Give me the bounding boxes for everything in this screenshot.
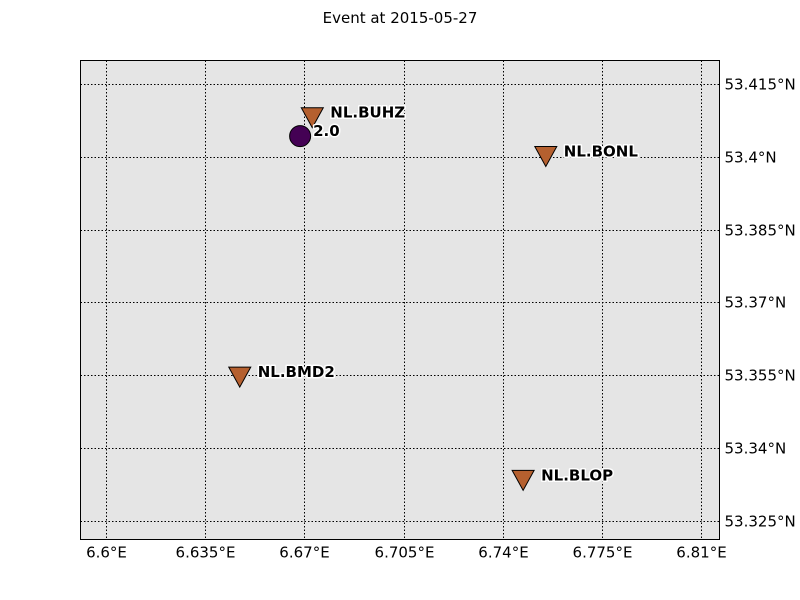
latitude-tick-label: 53.415°N [725,76,796,94]
station-marker-icon [227,366,252,389]
latitude-tick-label: 53.325°N [725,513,796,531]
map-background [80,60,720,540]
longitude-ticks: 6.6°E 6.635°E 6.67°E 6.705°E 6.74°E 6.775°E 6.… [86,544,727,562]
latitude-tick-label: 53.4°N [725,149,777,167]
latitude-tick-label: 53.37°N [725,294,787,312]
map-title: Event at 2015-05-27 [322,9,478,27]
longitude-tick-label: 6.775°E [573,544,633,562]
longitude-tick-label: 6.635°E [176,544,236,562]
events: 2.0 [289,121,341,148]
graticule [80,60,720,540]
station-label: NL.BMD2 [258,363,335,381]
longitude-tick-label: 6.67°E [279,544,329,562]
station-label: NL.BUHZ [330,104,405,122]
event-marker-icon [289,125,312,148]
longitude-tick-label: 6.705°E [375,544,435,562]
station-marker-icon [533,146,558,168]
longitude-tick-label: 6.74°E [478,544,528,562]
longitude-tick-label: 6.6°E [86,544,127,562]
longitude-tick-label: 6.81°E [676,544,726,562]
event-magnitude-label: 2.0 [313,122,340,140]
latitude-tick-label: 53.385°N [725,222,796,240]
station-label: NL.BONL [564,143,639,161]
station-label: NL.BLOP [541,466,613,484]
latitude-tick-label: 53.355°N [725,367,796,385]
latitude-tick-label: 53.34°N [725,440,787,458]
station-marker-icon [300,107,325,129]
latitude-ticks: 53.415°N 53.4°N 53.385°N 53.37°N 53.355°N 53.… [725,76,796,531]
map-frame [80,60,720,540]
station-marker-icon [511,469,535,492]
stations: NL.BUHZ NL.BONL NL.BMD2 NL.BLOP [227,102,640,492]
